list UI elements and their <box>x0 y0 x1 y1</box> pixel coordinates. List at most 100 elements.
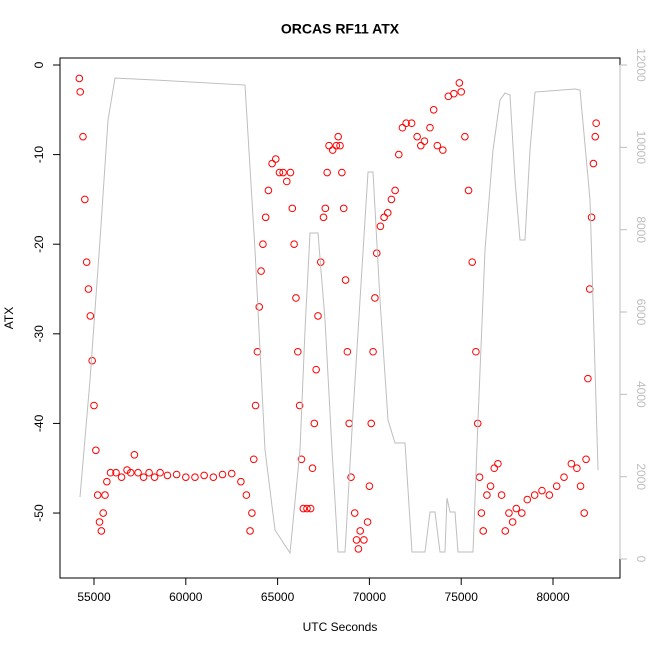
point <box>293 347 302 356</box>
point <box>145 468 153 477</box>
point <box>407 119 416 128</box>
point <box>501 527 510 535</box>
point <box>417 141 425 150</box>
point <box>172 470 181 479</box>
point <box>76 88 85 96</box>
point <box>426 123 434 132</box>
point <box>486 482 495 490</box>
point <box>338 168 346 177</box>
point <box>494 459 502 468</box>
point <box>347 473 355 481</box>
point <box>268 159 276 168</box>
point <box>150 473 159 481</box>
point <box>576 482 585 490</box>
point <box>97 527 106 535</box>
point <box>413 132 421 141</box>
point <box>253 347 262 356</box>
point <box>303 504 311 513</box>
point <box>372 249 381 257</box>
x-tick-label: 80000 <box>536 590 570 604</box>
point <box>402 119 410 128</box>
point <box>479 527 488 535</box>
point <box>497 491 506 499</box>
point <box>103 477 111 486</box>
point <box>163 471 172 480</box>
x-tick-label: 70000 <box>353 590 387 604</box>
y-tick-label: -20 <box>32 235 46 253</box>
point <box>242 491 251 499</box>
point <box>505 509 513 517</box>
point <box>394 150 403 159</box>
point <box>552 482 561 490</box>
point <box>218 470 227 479</box>
point <box>354 545 363 553</box>
point <box>591 132 600 141</box>
point <box>360 536 368 544</box>
point <box>352 536 361 544</box>
point <box>246 527 254 535</box>
point <box>420 137 429 145</box>
point <box>82 258 91 266</box>
point <box>84 285 93 293</box>
point <box>336 141 344 150</box>
point <box>321 204 330 213</box>
point <box>290 240 298 249</box>
point <box>334 132 342 141</box>
point <box>86 312 95 320</box>
x-tick-label: 75000 <box>445 590 479 604</box>
point <box>584 374 592 383</box>
point <box>182 473 190 481</box>
point <box>323 168 331 177</box>
point <box>299 504 308 513</box>
point <box>367 419 376 428</box>
point <box>90 401 98 410</box>
point <box>106 468 115 477</box>
point <box>156 468 164 477</box>
y2-tick-label: 6000 <box>634 299 648 326</box>
point <box>306 504 315 513</box>
point <box>92 446 100 455</box>
point <box>257 267 265 275</box>
point <box>295 401 304 410</box>
point <box>112 468 120 477</box>
point <box>356 527 365 535</box>
y-axis-label: ATX <box>2 307 16 329</box>
y2-tick-label: 8000 <box>634 216 648 243</box>
point <box>580 509 589 517</box>
point <box>139 473 148 481</box>
point <box>312 365 320 374</box>
point <box>332 141 341 150</box>
point <box>191 473 199 481</box>
y-tick-label: -10 <box>32 146 46 164</box>
point <box>587 213 596 222</box>
point <box>376 222 385 231</box>
point <box>468 258 477 266</box>
point <box>483 491 491 499</box>
point <box>457 88 466 96</box>
point <box>99 509 107 517</box>
point <box>126 468 135 477</box>
point <box>319 213 328 222</box>
y2-tick-label: 4000 <box>634 381 648 408</box>
point <box>255 303 264 311</box>
point <box>365 482 374 490</box>
point <box>582 455 590 464</box>
point <box>264 186 273 195</box>
point <box>363 518 372 526</box>
point <box>95 518 104 526</box>
point <box>130 450 139 459</box>
point <box>369 347 377 356</box>
point <box>297 455 306 464</box>
point <box>433 141 442 150</box>
y-tick-label: -30 <box>32 325 46 343</box>
point <box>101 491 109 499</box>
chart-title: ORCAS RF11 ATX <box>281 21 400 37</box>
point <box>573 464 581 473</box>
point <box>523 495 532 504</box>
point <box>350 509 359 517</box>
point <box>288 204 297 213</box>
point <box>343 347 352 356</box>
x-tick-label: 65000 <box>261 590 295 604</box>
point <box>508 518 517 526</box>
